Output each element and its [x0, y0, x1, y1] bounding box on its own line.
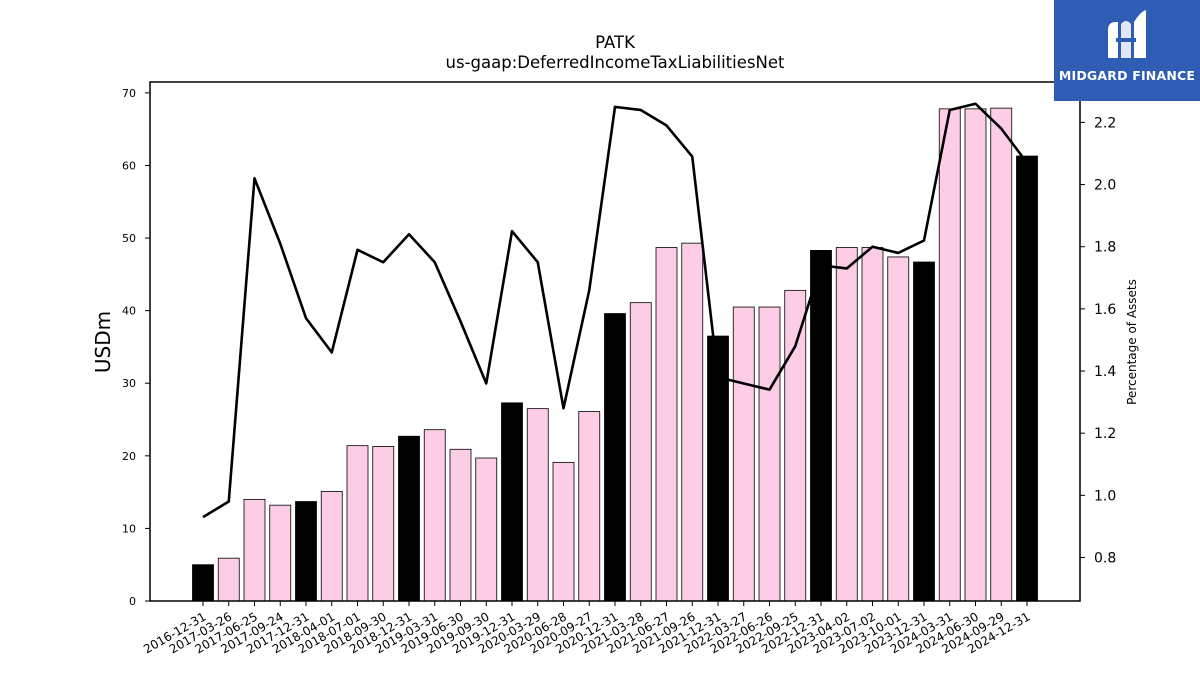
y2-tick-label: 2.0	[1094, 178, 1116, 194]
y-tick-label: 20	[122, 450, 136, 463]
y-tick-label: 70	[122, 87, 136, 100]
y2-tick-label: 2.2	[1094, 115, 1116, 131]
bar-2024-09-29	[990, 107, 1013, 602]
left-axis: 0 10 20 30 40 50 60 70	[122, 87, 150, 608]
bar-2018-04-01	[320, 490, 343, 602]
line-series	[202, 102, 1029, 519]
bar-series	[192, 107, 1038, 602]
bar-2019-12-31	[501, 402, 523, 602]
bar-2020-03-29	[526, 408, 549, 602]
percentage-line	[202, 102, 1029, 519]
bar-2017-12-31	[295, 501, 317, 602]
bar-2022-12-31	[810, 249, 832, 602]
bar-2018-09-30	[372, 445, 395, 602]
bar-2018-12-31	[398, 435, 420, 602]
bar-2021-03-28	[629, 302, 652, 602]
bar-2019-06-30	[449, 448, 472, 602]
bar-2022-06-26	[758, 306, 781, 602]
y-tick-label: 0	[129, 595, 136, 608]
bar-2021-09-26	[681, 242, 704, 602]
bar-2017-03-26	[217, 557, 240, 602]
right-axis: 0.8 1.0 1.2 1.4 1.6 1.8 2.0 2.2	[1080, 115, 1116, 566]
bar-2023-10-01	[887, 256, 910, 602]
bar-2018-07-01	[346, 445, 369, 602]
y-axis-label: USDm	[91, 311, 115, 373]
bar-2017-06-25	[243, 498, 266, 602]
logo-mark-icon	[1108, 10, 1146, 58]
y2-tick-label: 1.0	[1094, 488, 1116, 504]
bar-2023-04-02	[835, 247, 858, 602]
bar-2020-09-27	[578, 411, 601, 602]
bar-2022-03-27	[732, 306, 755, 602]
y2-tick-label: 1.8	[1094, 240, 1116, 256]
bar-2022-09-25	[784, 289, 807, 602]
bar-2024-03-31	[938, 108, 961, 602]
brand-logo: MIDGARD FINANCE	[1054, 0, 1200, 101]
y2-axis-label: Percentage of Assets	[1125, 279, 1139, 405]
bar-2020-06-28	[552, 461, 575, 602]
bar-2023-12-31	[913, 261, 935, 602]
bar-2024-12-31	[1016, 155, 1038, 602]
y-tick-label: 60	[122, 159, 136, 172]
y2-tick-label: 1.2	[1094, 426, 1116, 442]
bar-2019-03-31	[423, 429, 446, 602]
y2-tick-label: 1.6	[1094, 302, 1116, 318]
bar-2017-09-24	[269, 504, 292, 602]
bar-2019-09-30	[475, 457, 498, 602]
y-tick-label: 30	[122, 377, 136, 390]
y-tick-label: 10	[122, 522, 136, 535]
chart-subtitle: us-gaap:DeferredIncomeTaxLiabilitiesNet	[446, 53, 785, 72]
bar-2016-12-31	[192, 564, 214, 602]
brand-name: MIDGARD FINANCE	[1058, 68, 1196, 83]
y2-tick-label: 0.8	[1094, 550, 1116, 566]
y-tick-label: 40	[122, 305, 136, 318]
bar-2024-06-30	[964, 108, 987, 602]
chart-title: PATK	[595, 33, 636, 52]
y2-tick-label: 1.4	[1094, 364, 1116, 380]
y-tick-label: 50	[122, 232, 136, 245]
bar-2020-12-31	[604, 313, 626, 602]
bar-2023-07-02	[861, 247, 884, 602]
bar-2021-06-27	[655, 247, 678, 602]
x-axis: 2016-12-312017-03-262017-06-252017-09-24…	[141, 601, 1033, 656]
